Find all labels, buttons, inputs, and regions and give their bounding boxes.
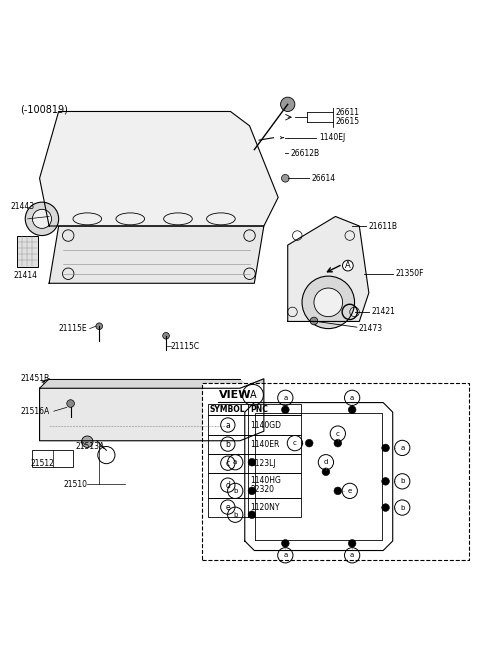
Text: 1140GD: 1140GD <box>251 420 281 430</box>
Circle shape <box>25 202 59 236</box>
Text: 21611B: 21611B <box>369 222 398 230</box>
Text: 21512: 21512 <box>31 459 55 468</box>
Circle shape <box>348 540 356 547</box>
Text: 1123LJ: 1123LJ <box>251 459 276 467</box>
Text: 26611: 26611 <box>336 108 360 117</box>
Text: e: e <box>226 502 230 512</box>
Circle shape <box>382 504 389 511</box>
Polygon shape <box>39 379 250 389</box>
Circle shape <box>248 487 256 495</box>
Text: 22320: 22320 <box>251 485 275 495</box>
Text: b: b <box>400 479 405 485</box>
Text: 21421: 21421 <box>371 307 395 316</box>
Text: 21350F: 21350F <box>395 269 423 278</box>
Circle shape <box>248 511 256 518</box>
Circle shape <box>67 400 74 407</box>
FancyArrowPatch shape <box>280 136 283 139</box>
Text: b: b <box>226 440 230 449</box>
Circle shape <box>281 97 295 111</box>
Text: 21516A: 21516A <box>21 406 50 416</box>
Text: A: A <box>345 261 351 270</box>
Circle shape <box>322 468 330 475</box>
Text: VIEW: VIEW <box>218 390 251 400</box>
Polygon shape <box>240 379 264 441</box>
Text: e: e <box>348 488 352 494</box>
Bar <box>207 434 300 453</box>
Polygon shape <box>39 389 240 441</box>
Text: 21510: 21510 <box>63 480 87 489</box>
Circle shape <box>33 209 51 228</box>
Text: 21513A: 21513A <box>75 442 105 451</box>
Text: 21414: 21414 <box>13 271 37 280</box>
FancyArrowPatch shape <box>42 381 45 383</box>
Text: PNC: PNC <box>251 404 268 414</box>
Circle shape <box>96 323 103 330</box>
Text: c: c <box>226 459 230 467</box>
Circle shape <box>281 540 289 547</box>
Text: 26615: 26615 <box>336 117 360 126</box>
Text: 21473: 21473 <box>359 324 383 333</box>
Circle shape <box>281 175 289 182</box>
Text: b: b <box>233 488 238 494</box>
Text: 21443: 21443 <box>11 203 35 211</box>
Text: (-100819): (-100819) <box>21 105 68 115</box>
Text: a: a <box>283 552 288 558</box>
Circle shape <box>305 440 313 447</box>
Polygon shape <box>49 226 264 283</box>
Text: 1140HG: 1140HG <box>251 476 281 485</box>
Text: d: d <box>226 481 230 490</box>
Text: SYMBOL: SYMBOL <box>210 404 246 414</box>
Circle shape <box>348 406 356 414</box>
Text: a: a <box>350 552 354 558</box>
Circle shape <box>163 332 169 339</box>
Circle shape <box>334 440 342 447</box>
Text: 1140EJ: 1140EJ <box>319 133 345 142</box>
Bar <box>207 498 300 516</box>
Text: c: c <box>336 430 340 437</box>
Bar <box>207 473 300 498</box>
Text: 1140ER: 1140ER <box>251 440 280 449</box>
Polygon shape <box>288 216 369 322</box>
Circle shape <box>382 477 389 485</box>
Text: A: A <box>250 390 256 400</box>
Circle shape <box>281 406 289 414</box>
Text: 21115C: 21115C <box>171 342 200 351</box>
Circle shape <box>82 436 93 448</box>
Text: a: a <box>226 420 230 430</box>
FancyBboxPatch shape <box>202 383 469 560</box>
Text: b: b <box>233 512 238 518</box>
Circle shape <box>382 444 389 451</box>
Polygon shape <box>39 111 278 226</box>
Circle shape <box>334 487 342 495</box>
Text: a: a <box>400 445 404 451</box>
Text: 1120NY: 1120NY <box>251 502 280 512</box>
Text: a: a <box>283 395 288 401</box>
Text: a: a <box>233 459 237 465</box>
Text: c: c <box>293 440 297 446</box>
Circle shape <box>302 276 355 328</box>
Bar <box>207 404 300 416</box>
Text: a: a <box>350 395 354 401</box>
Text: d: d <box>324 459 328 465</box>
Circle shape <box>310 317 318 325</box>
Bar <box>33 450 73 467</box>
Circle shape <box>314 288 343 316</box>
Text: 26614: 26614 <box>312 174 336 183</box>
Text: 26612B: 26612B <box>290 149 319 158</box>
Bar <box>207 453 300 473</box>
Bar <box>207 416 300 434</box>
Circle shape <box>248 458 256 466</box>
Text: 21451B: 21451B <box>21 374 49 383</box>
Text: 21115E: 21115E <box>59 324 87 333</box>
Bar <box>17 236 38 267</box>
Text: b: b <box>400 504 405 510</box>
